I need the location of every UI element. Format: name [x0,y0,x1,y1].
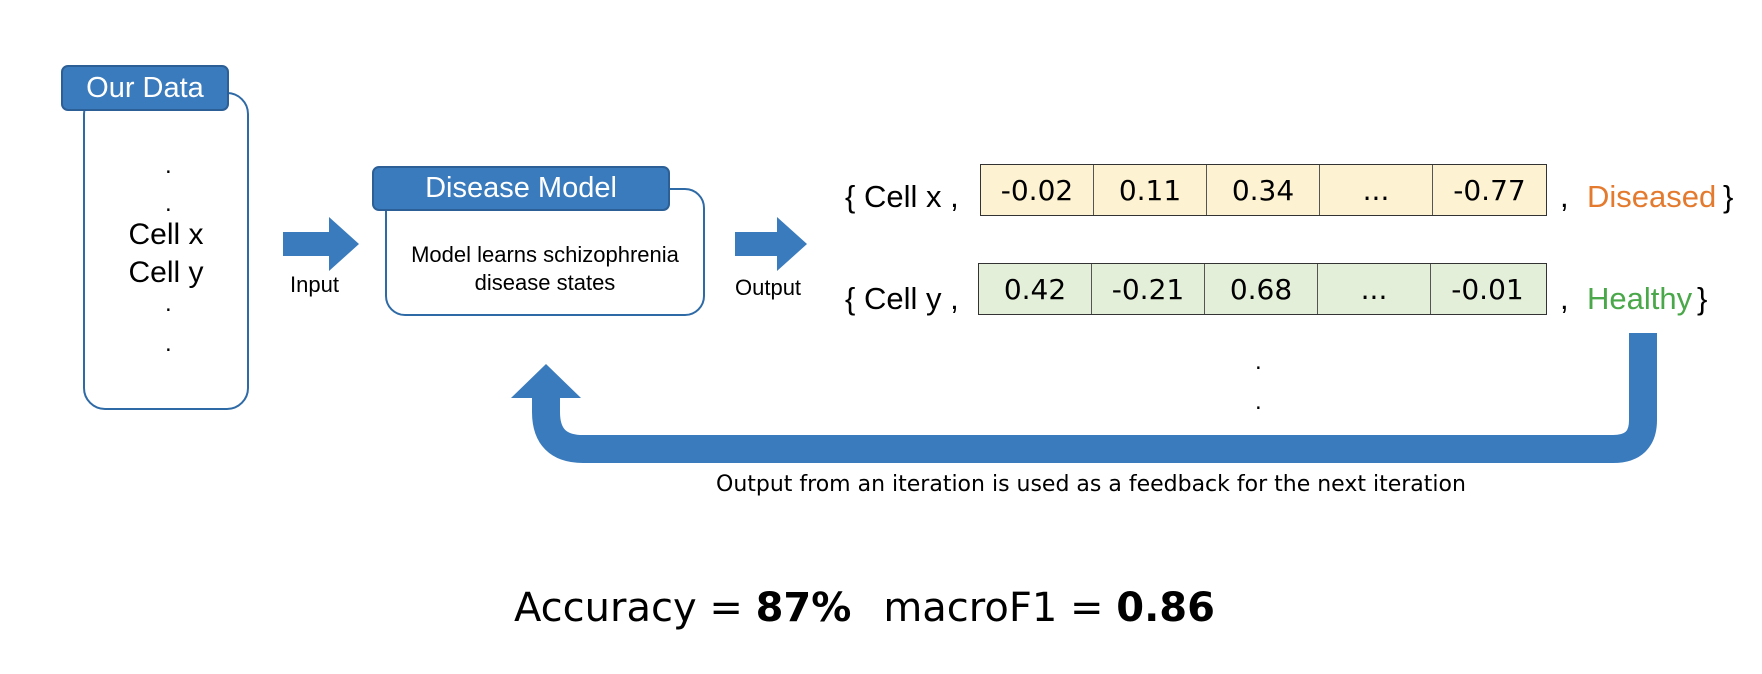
vector-cell: ... [1320,165,1433,215]
vector-cell: -0.21 [1092,264,1205,314]
input-label: Input [290,272,339,297]
data-item-cell-y: Cell y [128,256,204,289]
model-description-line2: disease states [474,270,616,295]
vector-cell: 0.68 [1205,264,1318,314]
feedback-caption: Output from an iteration is used as a fe… [716,472,1466,497]
vector-cell: 0.42 [979,264,1092,314]
vector-cell: ... [1318,264,1431,314]
label-healthy: Healthy [1587,281,1693,316]
vector-cell: 0.11 [1094,165,1207,215]
ellipsis-dot: . [1255,348,1262,375]
f1-label: macroF1 = [883,585,1117,631]
output-vector: 0.42 -0.21 0.68 ... -0.01 [978,263,1547,315]
accuracy-label: Accuracy = [514,585,756,631]
data-panel-title: Our Data [61,65,229,111]
model-panel-title: Disease Model [372,166,670,211]
output-comma: , [1560,281,1569,316]
output-brace: } [1697,281,1708,316]
data-panel: . . Cell x Cell y . . [83,92,249,410]
vector-cell: 0.34 [1207,165,1320,215]
vector-cell: -0.02 [981,165,1094,215]
output-vector: -0.02 0.11 0.34 ... -0.77 [980,164,1547,216]
accuracy-value: 87% [755,585,852,631]
output-comma: , [1560,179,1569,214]
data-item-cell-x: Cell x [128,218,204,251]
vector-cell: -0.01 [1451,272,1524,306]
ellipsis-dot: . [1255,388,1262,415]
output-brace: } [1723,179,1734,214]
output-label: Output [735,275,802,300]
f1-value: 0.86 [1116,585,1215,631]
right-arrow-icon [735,217,807,271]
output-row-prefix: { Cell x , [845,179,959,214]
metrics-line: Accuracy = 87% macroF1 = 0.86 [514,585,1215,631]
vector-cell: -0.77 [1453,173,1526,207]
ellipsis-dot: . [165,290,172,317]
label-diseased: Diseased [1587,179,1717,214]
model-description-line1: Model learns schizophrenia [411,242,679,267]
ellipsis-dot: . [165,190,172,217]
ellipsis-dot: . [165,330,172,357]
ellipsis-dot: . [165,152,172,179]
right-arrow-icon [283,217,359,271]
output-row-prefix: { Cell y , [845,281,959,316]
